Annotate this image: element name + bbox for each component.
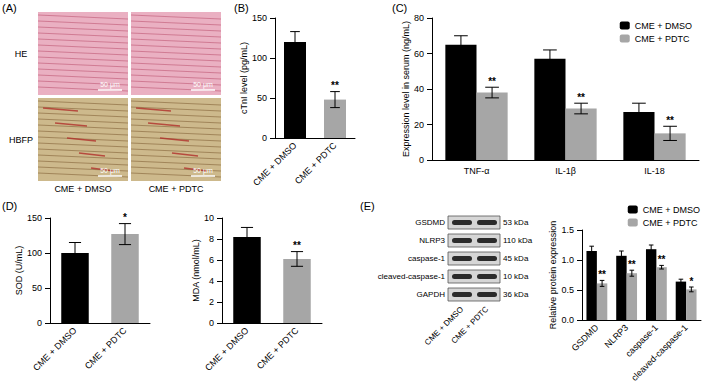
svg-text:*: * bbox=[123, 212, 127, 223]
svg-text:CME + PDTC: CME + PDTC bbox=[635, 34, 690, 44]
svg-text:GSDMD: GSDMD bbox=[570, 322, 601, 353]
svg-text:(E): (E) bbox=[360, 200, 375, 212]
svg-text:80: 80 bbox=[414, 13, 424, 23]
svg-text:45 kDa: 45 kDa bbox=[503, 254, 529, 263]
svg-text:36 kDa: 36 kDa bbox=[503, 290, 529, 299]
svg-text:Expression level in serum (ng/: Expression level in serum (ng/mL) bbox=[401, 21, 411, 157]
svg-text:2: 2 bbox=[209, 297, 214, 307]
svg-text:caspase-1: caspase-1 bbox=[408, 254, 445, 263]
svg-text:50 μm: 50 μm bbox=[100, 167, 120, 175]
svg-text:50: 50 bbox=[32, 283, 42, 293]
svg-text:NLRP3: NLRP3 bbox=[603, 322, 631, 350]
svg-text:CME + DMSO: CME + DMSO bbox=[635, 21, 692, 31]
svg-text:50 μm: 50 μm bbox=[193, 81, 213, 89]
svg-text:10 kDa: 10 kDa bbox=[503, 272, 529, 281]
svg-text:53 kDa: 53 kDa bbox=[503, 218, 529, 227]
svg-text:100: 100 bbox=[27, 248, 42, 258]
svg-text:GAPDH: GAPDH bbox=[417, 290, 446, 299]
svg-text:0.5: 0.5 bbox=[561, 285, 574, 295]
svg-text:CME + DMSO: CME + DMSO bbox=[203, 325, 250, 372]
svg-text:0: 0 bbox=[209, 318, 214, 328]
svg-text:CME + DMSO: CME + DMSO bbox=[643, 205, 700, 215]
svg-text:50: 50 bbox=[257, 93, 267, 103]
svg-text:(D): (D) bbox=[2, 200, 17, 212]
svg-text:IL-1β: IL-1β bbox=[555, 166, 576, 176]
svg-text:10: 10 bbox=[204, 213, 214, 223]
svg-text:**: ** bbox=[293, 240, 301, 251]
svg-text:CME + PDTC: CME + PDTC bbox=[293, 140, 339, 186]
svg-text:0: 0 bbox=[37, 318, 42, 328]
svg-text:CME + PDTC: CME + PDTC bbox=[643, 218, 698, 228]
svg-text:IL-18: IL-18 bbox=[644, 166, 665, 176]
svg-text:CME + DMSO: CME + DMSO bbox=[422, 304, 466, 348]
svg-text:(C): (C) bbox=[392, 2, 407, 14]
svg-text:GSDMD: GSDMD bbox=[415, 218, 445, 227]
svg-text:NLRP3: NLRP3 bbox=[419, 236, 445, 245]
svg-text:SOD (U/mL): SOD (U/mL) bbox=[14, 246, 24, 296]
svg-text:50 μm: 50 μm bbox=[100, 81, 120, 89]
svg-text:**: ** bbox=[598, 269, 606, 280]
svg-text:0: 0 bbox=[262, 133, 267, 143]
svg-text:50 μm: 50 μm bbox=[193, 167, 213, 175]
svg-text:60: 60 bbox=[414, 49, 424, 59]
svg-text:**: ** bbox=[488, 76, 496, 87]
svg-text:1.5: 1.5 bbox=[561, 225, 574, 235]
svg-text:4: 4 bbox=[209, 276, 214, 286]
svg-text:20: 20 bbox=[414, 120, 424, 130]
svg-text:TNF-α: TNF-α bbox=[464, 166, 490, 176]
svg-text:CME + DMSO: CME + DMSO bbox=[54, 184, 111, 194]
svg-text:150: 150 bbox=[27, 213, 42, 223]
svg-text:**: ** bbox=[666, 115, 674, 126]
svg-text:100: 100 bbox=[252, 53, 267, 63]
svg-text:1.0: 1.0 bbox=[561, 255, 574, 265]
svg-text:MDA (nmol/mL): MDA (nmol/mL) bbox=[191, 239, 201, 302]
svg-text:**: ** bbox=[577, 92, 585, 103]
svg-text:6: 6 bbox=[209, 255, 214, 265]
svg-text:CME + DMSO: CME + DMSO bbox=[31, 325, 78, 372]
svg-text:**: ** bbox=[331, 80, 339, 91]
svg-text:CME + PDTC: CME + PDTC bbox=[449, 305, 490, 346]
svg-text:(A): (A) bbox=[2, 2, 17, 14]
svg-text:Relative protein expression: Relative protein expression bbox=[548, 221, 558, 330]
svg-text:40: 40 bbox=[414, 84, 424, 94]
svg-text:**: ** bbox=[628, 259, 636, 270]
svg-text:*: * bbox=[689, 276, 693, 287]
svg-text:CME + PDTC: CME + PDTC bbox=[83, 325, 129, 371]
svg-text:150: 150 bbox=[252, 13, 267, 23]
svg-text:110 kDa: 110 kDa bbox=[503, 236, 533, 245]
svg-text:0.0: 0.0 bbox=[561, 315, 574, 325]
svg-text:HE: HE bbox=[15, 49, 28, 59]
svg-text:0: 0 bbox=[419, 155, 424, 165]
svg-text:(B): (B) bbox=[234, 2, 249, 14]
svg-text:cleaved-caspase-1: cleaved-caspase-1 bbox=[629, 322, 689, 382]
svg-text:cTnI level (pg/mL): cTnI level (pg/mL) bbox=[239, 42, 249, 114]
svg-text:HBFP: HBFP bbox=[9, 135, 33, 145]
svg-text:cleaved-caspase-1: cleaved-caspase-1 bbox=[378, 272, 446, 281]
svg-text:CME + DMSO: CME + DMSO bbox=[251, 140, 298, 187]
svg-text:CME + PDTC: CME + PDTC bbox=[149, 184, 204, 194]
svg-text:CME + PDTC: CME + PDTC bbox=[255, 325, 301, 371]
svg-text:8: 8 bbox=[209, 234, 214, 244]
svg-text:**: ** bbox=[658, 254, 666, 265]
